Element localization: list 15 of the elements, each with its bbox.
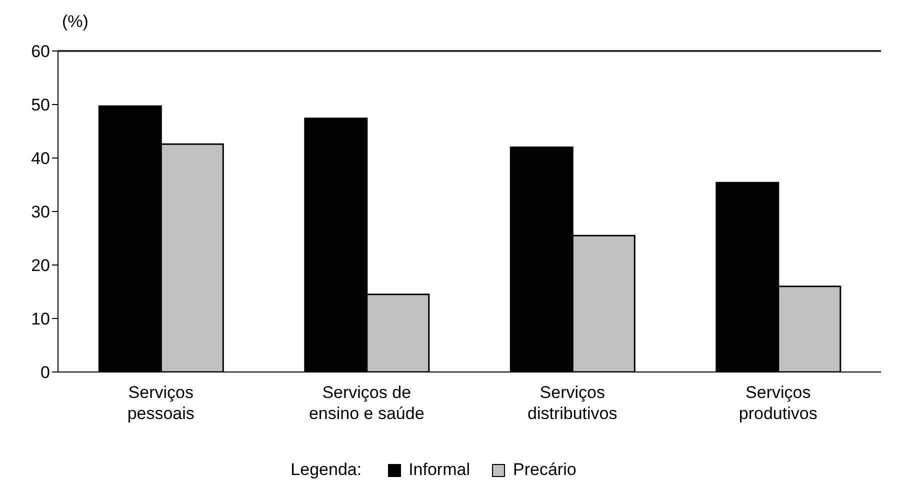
y-axis-title: (%) (62, 12, 88, 32)
y-tick-label: 60 (31, 42, 50, 62)
y-tick-label: 40 (31, 149, 50, 168)
y-tick-label: 50 (31, 96, 50, 115)
y-tick-label: 20 (31, 256, 50, 276)
legend-label: Precário (512, 460, 576, 480)
legend-label: Informal (408, 460, 470, 480)
x-tick-label: Serviços de ensino e saúde (308, 383, 424, 423)
legend-title: Legenda: (290, 460, 362, 480)
y-tick-label: 10 (31, 310, 50, 329)
y-tick-label: 30 (31, 202, 50, 222)
x-tick-label: Serviços produtivos (738, 383, 818, 423)
x-tick-label: Serviços pessoais (127, 383, 194, 423)
x-tick-label: Serviços distributivos (527, 383, 618, 423)
y-tick-label: 0 (40, 363, 50, 382)
